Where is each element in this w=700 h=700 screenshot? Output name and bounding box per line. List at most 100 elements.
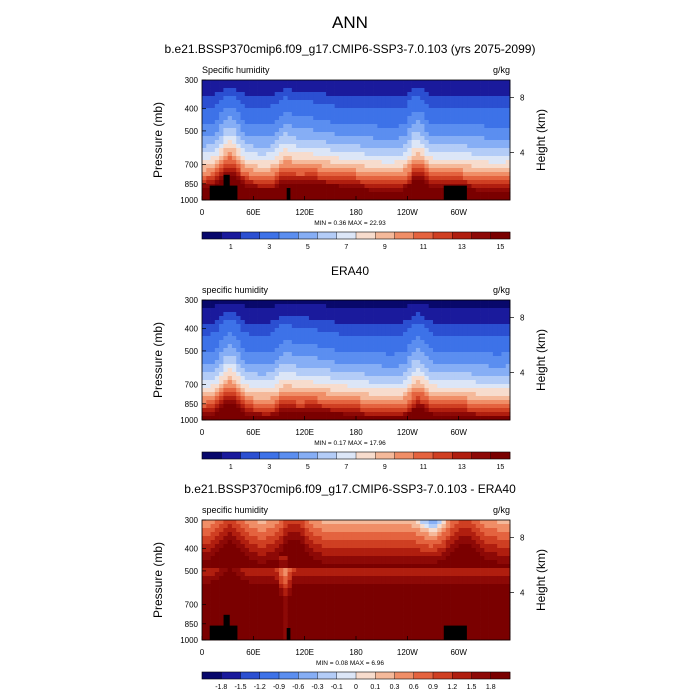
heatmap-cell (287, 164, 293, 169)
heatmap-cell (240, 324, 246, 329)
heatmap-cell (334, 336, 340, 341)
heatmap-cell (462, 140, 468, 145)
heatmap-cell (330, 148, 335, 153)
heatmap-cell (480, 528, 485, 533)
heatmap-cell (300, 372, 306, 377)
heatmap-cell (501, 368, 507, 373)
heatmap-cell (210, 524, 216, 529)
heatmap-cell (445, 360, 451, 365)
heatmap-cell (377, 184, 383, 189)
heatmap-cell (270, 104, 276, 109)
heatmap-cell (283, 300, 288, 305)
colorbar: 1 3 5 7 9 11 13 15 (201, 231, 511, 251)
heatmap-cell (219, 84, 224, 89)
heatmap-cell (373, 196, 378, 201)
heatmap-cell (497, 376, 502, 381)
heatmap-cell (304, 408, 310, 413)
heatmap-cell (428, 100, 434, 105)
heatmap-cell (441, 540, 447, 545)
heatmap-cell (407, 84, 412, 89)
heatmap-cell (428, 112, 434, 117)
heatmap-cell (313, 84, 318, 89)
heatmap-cell (253, 120, 258, 125)
heatmap-cell (484, 172, 489, 177)
heatmap-cell (244, 332, 250, 337)
heatmap-cell (484, 136, 489, 141)
heatmap-cell (368, 96, 374, 101)
heatmap-cell (261, 164, 267, 169)
heatmap-cell (249, 372, 254, 377)
heatmap-cell (206, 128, 211, 133)
heatmap-cell (467, 188, 472, 193)
heatmap-cell (351, 104, 357, 109)
heatmap-cell (279, 88, 284, 93)
heatmap-cell (394, 160, 400, 165)
heatmap-cell (373, 80, 378, 85)
heatmap-cell (334, 376, 340, 381)
heatmap-cell (274, 400, 280, 405)
heatmap-cell (300, 540, 306, 545)
heatmap-cell (321, 300, 327, 305)
heatmap-cell (471, 160, 477, 165)
heatmap-cell (381, 80, 387, 85)
heatmap-cell (462, 128, 468, 133)
heatmap-cell (347, 112, 353, 117)
heatmap-cell (467, 124, 472, 129)
heatmap-cells (202, 80, 511, 201)
heatmap-cell (403, 336, 408, 341)
heatmap-cell (240, 308, 246, 313)
heatmap-cell (373, 328, 378, 333)
heatmap-cell (475, 308, 481, 313)
heatmap-cell (356, 312, 361, 317)
heatmap-cell (283, 384, 288, 389)
heatmap-cell (249, 400, 254, 405)
heatmap-cell (214, 108, 220, 113)
heatmap-cell (480, 156, 485, 161)
heatmap-cell (214, 372, 220, 377)
heatmap-cell (373, 312, 378, 317)
heatmap-cell (326, 88, 331, 93)
heatmap-cell (338, 520, 344, 525)
y-tick-label: 850 (185, 180, 199, 189)
heatmap-cell (445, 528, 451, 533)
heatmap-cell (471, 128, 477, 133)
heatmap-cell (488, 112, 494, 117)
heatmap-cell (420, 120, 425, 125)
heatmap-cell (236, 328, 241, 333)
heatmap-cell (338, 124, 344, 129)
heatmap-cell (467, 180, 472, 185)
heatmap-cell (484, 416, 489, 421)
heatmap-cell (475, 156, 481, 161)
heatmap-cell (462, 300, 468, 305)
heatmap-cell (398, 112, 404, 117)
heatmap-cell (244, 388, 250, 393)
heatmap-cell (334, 404, 340, 409)
heatmap-cell (505, 336, 511, 341)
heatmap-cell (458, 92, 464, 97)
colorbar-box (394, 452, 415, 459)
heatmap-cell (415, 92, 421, 97)
heatmap-cell (287, 528, 293, 533)
heatmap-cell (257, 92, 263, 97)
heatmap-cell (253, 316, 258, 321)
heatmap-cell (210, 408, 216, 413)
heatmap-cell (497, 332, 502, 337)
heatmap-cell (202, 104, 207, 109)
heatmap-cell (257, 184, 263, 189)
heatmap-cell (296, 164, 301, 169)
heatmap-cell (454, 140, 460, 145)
heatmap-cell (484, 352, 489, 357)
heatmap-cell (415, 528, 421, 533)
heatmap-cell (475, 196, 481, 201)
heatmap-cell (347, 100, 353, 105)
heatmap-cell (304, 356, 310, 361)
heatmap-cell (266, 544, 271, 549)
heatmap-cell (492, 332, 498, 337)
heatmap-cell (377, 396, 383, 401)
heatmap-cell (394, 84, 400, 89)
y-tick-label: 300 (185, 296, 199, 305)
heatmap-cell (351, 376, 357, 381)
heatmap-cell (296, 384, 301, 389)
heatmap-cell (300, 176, 306, 181)
heatmap-cell (291, 112, 297, 117)
